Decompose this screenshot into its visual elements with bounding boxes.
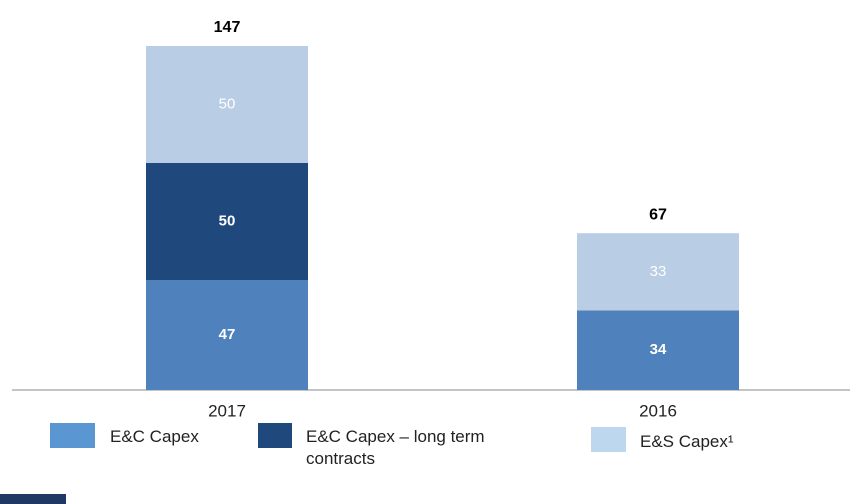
bar-segment bbox=[146, 163, 308, 281]
legend-swatch bbox=[591, 427, 626, 452]
value-label: 47 bbox=[219, 326, 236, 343]
value-label: 34 bbox=[650, 341, 667, 358]
bar-segment bbox=[146, 280, 308, 390]
bar-segment bbox=[577, 233, 739, 311]
total-label: 147 bbox=[214, 19, 241, 36]
x-tick-label: 2016 bbox=[639, 401, 677, 420]
legend-swatch bbox=[258, 423, 292, 448]
legend-label: E&C Capex bbox=[110, 427, 199, 446]
value-label: 33 bbox=[650, 263, 667, 280]
bar-segment bbox=[146, 46, 308, 164]
value-label: 50 bbox=[219, 212, 236, 229]
x-tick-label: 2017 bbox=[208, 401, 246, 420]
legend-label: E&S Capex¹ bbox=[640, 432, 734, 451]
legend-label: E&C Capex – long term contracts bbox=[306, 427, 485, 468]
legend-swatch bbox=[50, 423, 95, 448]
decor-block bbox=[0, 494, 66, 504]
bar-segment bbox=[577, 310, 739, 390]
value-label: 50 bbox=[219, 95, 236, 112]
total-label: 67 bbox=[649, 206, 667, 223]
